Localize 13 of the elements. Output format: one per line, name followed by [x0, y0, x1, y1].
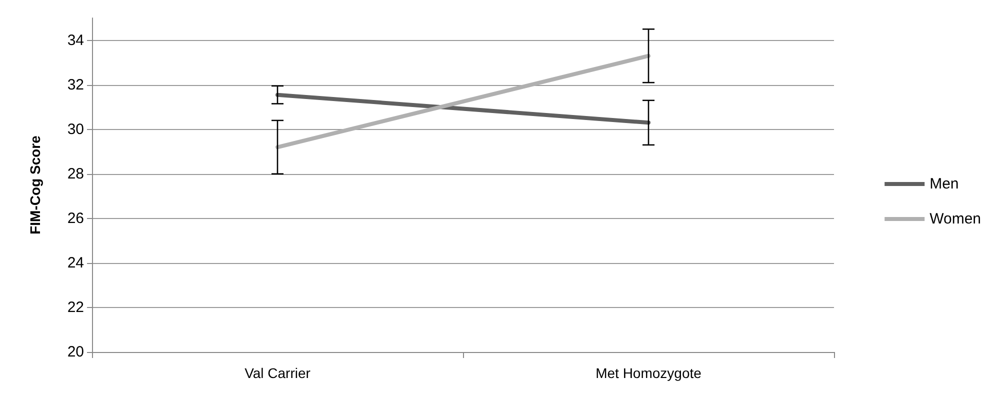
y-tick-label: 30	[67, 120, 84, 138]
y-tick-label: 32	[67, 76, 84, 94]
y-tick-label: 24	[67, 254, 84, 272]
legend-label: Men	[930, 176, 959, 192]
y-tick-label: 26	[67, 210, 84, 227]
y-tick-label: 34	[67, 32, 84, 49]
y-tick-label: 22	[67, 298, 84, 316]
legend-label: Women	[930, 210, 982, 228]
y-tick-label: 20	[67, 344, 84, 360]
y-axis-title: FIM-Cog Score	[27, 135, 43, 234]
y-tick-label: 28	[67, 165, 84, 182]
x-tick-label: Met Homozygote	[596, 365, 702, 381]
x-tick-label: Val Carrier	[244, 365, 311, 381]
